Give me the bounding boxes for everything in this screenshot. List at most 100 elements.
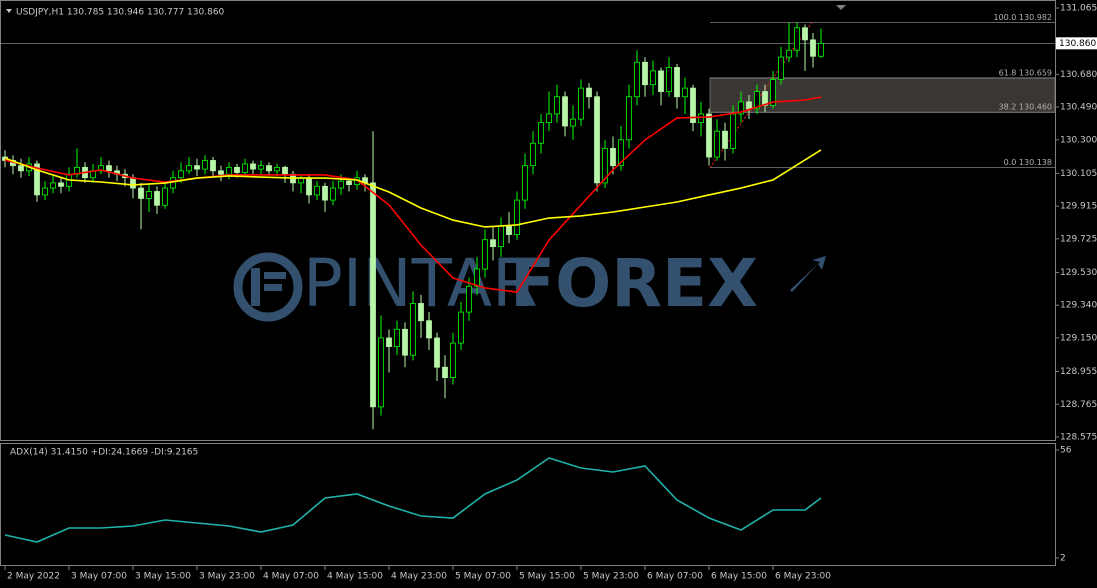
candle-body	[714, 130, 720, 158]
candle-body	[58, 182, 64, 187]
watermark: FOREX	[510, 245, 758, 322]
candle-body	[346, 180, 352, 185]
candle-body	[466, 285, 472, 313]
candle-body	[530, 142, 536, 167]
candle-body	[186, 165, 192, 172]
price-label: 130.860	[1059, 39, 1096, 49]
candle-body	[242, 163, 248, 173]
candle-body	[162, 187, 168, 206]
x-tick-label: 6 May 07:00	[647, 572, 703, 582]
candle-body	[818, 42, 824, 57]
candle-body	[554, 96, 560, 115]
y-tick-label: 130.105	[1060, 169, 1097, 179]
candle-body	[698, 113, 704, 123]
menu-arrow[interactable]	[6, 9, 12, 13]
candle-body	[250, 163, 256, 170]
moving-average	[4, 149, 822, 228]
y-tick-label: 56	[1060, 446, 1072, 456]
candle-body	[458, 311, 464, 344]
x-tick-label: 3 May 23:00	[199, 572, 255, 582]
candle-body	[450, 342, 456, 378]
indicator-label: ADX(14) 31.4150 +DI:24.1669 -DI:9.2165	[10, 448, 198, 458]
candle-body	[594, 96, 600, 184]
candle-body	[506, 225, 512, 235]
candle-body	[562, 96, 568, 127]
x-tick-label: 5 May 15:00	[519, 572, 575, 582]
candle-body	[802, 27, 808, 41]
adx-line	[4, 457, 822, 543]
candle-body	[410, 303, 416, 356]
y-tick-label: 129.915	[1060, 202, 1097, 212]
candle-body	[770, 79, 776, 106]
candle-body	[746, 101, 752, 110]
candle-body	[18, 165, 24, 172]
candle-body	[146, 191, 152, 199]
logo	[233, 252, 826, 322]
candle-body	[178, 170, 184, 179]
candle-body	[426, 320, 432, 339]
candle-body	[546, 113, 552, 123]
candle-body	[522, 165, 528, 201]
fibo-label: 0.0 130.138	[1004, 158, 1052, 167]
candle-body	[34, 163, 40, 196]
candle-body	[394, 328, 400, 347]
candle-body	[434, 337, 440, 368]
x-tick-label: 3 May 15:00	[135, 572, 191, 582]
candle-body	[50, 182, 56, 189]
x-tick-label: 4 May 23:00	[391, 572, 447, 582]
x-tick-label: 4 May 07:00	[263, 572, 319, 582]
candle-body	[738, 101, 744, 115]
x-tick-label: 2 May 2022	[7, 572, 60, 582]
candle-body	[786, 49, 792, 58]
candle-body	[386, 337, 392, 347]
y-tick-label: 129.725	[1060, 234, 1097, 244]
candle-body	[402, 328, 408, 356]
candle-body	[754, 91, 760, 110]
chart-header: USDJPY,H1 130.785 130.946 130.777 130.86…	[16, 8, 225, 18]
x-tick-label: 6 May 15:00	[711, 572, 767, 582]
candle-body	[378, 337, 384, 408]
y-tick-label: 130.490	[1060, 103, 1097, 113]
candle-body	[778, 56, 784, 80]
candle-body	[618, 139, 624, 167]
y-tick-label: 2	[1060, 554, 1066, 564]
x-tick-label: 5 May 23:00	[583, 572, 639, 582]
candle-body	[202, 160, 208, 170]
x-tick-label: 4 May 15:00	[327, 572, 383, 582]
x-tick-label: 3 May 07:00	[71, 572, 127, 582]
candle-body	[666, 67, 672, 92]
candle-body	[794, 27, 800, 51]
candle-body	[586, 87, 592, 98]
candle-body	[498, 225, 504, 248]
y-tick-label: 129.340	[1060, 301, 1097, 311]
candle-body	[722, 130, 728, 149]
candle-body	[138, 187, 144, 199]
y-tick-label: 128.955	[1060, 367, 1097, 377]
candle-body	[730, 113, 736, 149]
candle-body	[642, 61, 648, 86]
candle-body	[218, 170, 224, 175]
shift-marker[interactable]	[836, 5, 846, 10]
candle-body	[266, 165, 272, 172]
candle-body	[634, 61, 640, 98]
price-box	[1056, 37, 1097, 50]
candle-body	[474, 268, 480, 287]
candle-body	[274, 166, 280, 172]
candle-body	[210, 160, 216, 172]
candle-body	[322, 185, 328, 201]
candle-body	[98, 165, 104, 172]
candle-body	[602, 148, 608, 184]
candle-body	[658, 70, 664, 92]
x-tick-label: 6 May 23:00	[775, 572, 831, 582]
y-tick-label: 128.575	[1060, 433, 1097, 443]
candle-body	[194, 165, 200, 170]
y-tick-label: 130.300	[1060, 135, 1097, 145]
fibo-label: 38.2 130.460	[999, 103, 1052, 112]
candle-body	[626, 96, 632, 141]
candle-body	[42, 187, 48, 196]
candle-body	[674, 67, 680, 98]
moving-average	[4, 96, 822, 293]
candle-body	[810, 39, 816, 57]
y-tick-label: 131.065	[1060, 4, 1097, 14]
candle-body	[490, 239, 496, 248]
